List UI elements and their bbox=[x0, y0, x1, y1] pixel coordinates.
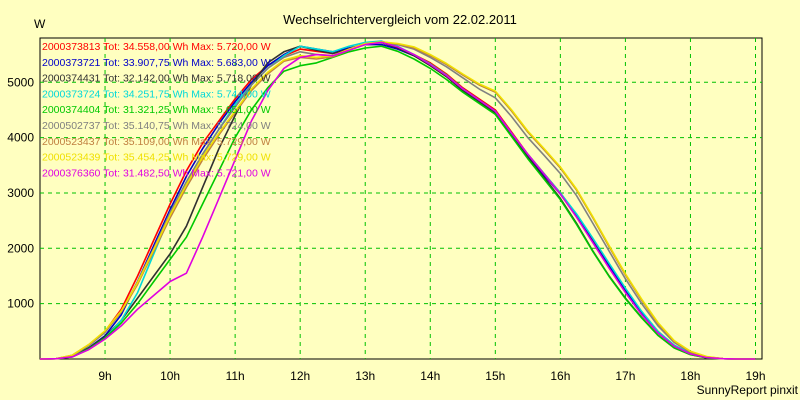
y-tick-label: 1000 bbox=[7, 297, 34, 311]
legend-entry: 2000374404 Tot: 31.321,25 Wh Max: 5.651,… bbox=[42, 104, 271, 116]
legend-entry: 2000374431 Tot: 32.142,00 Wh Max: 5.718,… bbox=[42, 73, 271, 85]
x-tick-label: 15h bbox=[485, 369, 505, 383]
legend-entry: 2000373724 Tot: 34.251,75 Wh Max: 5.744,… bbox=[42, 88, 271, 100]
legend-entry: 2000373721 Tot: 33.907,75 Wh Max: 5.683,… bbox=[42, 57, 271, 69]
series-lines bbox=[39, 40, 756, 360]
x-tick-label: 10h bbox=[160, 369, 180, 383]
legend: 2000373813 Tot: 34.558,00 Wh Max: 5.720,… bbox=[42, 41, 271, 179]
y-axis-label: W bbox=[34, 17, 46, 31]
x-tick-label: 14h bbox=[420, 369, 440, 383]
series-line-2000523439 bbox=[39, 41, 756, 360]
y-tick-label: 2000 bbox=[7, 241, 34, 255]
x-tick-label: 19h bbox=[745, 369, 765, 383]
legend-entry: 2000523437 Tot: 35.109,00 Wh Max: 5.729,… bbox=[42, 136, 271, 148]
series-line-2000373721 bbox=[39, 43, 756, 360]
legend-entry: 2000523439 Tot: 35.454,25 Wh Max: 5.729,… bbox=[42, 152, 271, 164]
series-line-2000376360 bbox=[39, 41, 756, 360]
chart-title: Wechselrichtervergleich vom 22.02.2011 bbox=[283, 12, 517, 27]
x-tick-label: 17h bbox=[615, 369, 635, 383]
plot-area bbox=[39, 37, 763, 360]
legend-entry: 2000373813 Tot: 34.558,00 Wh Max: 5.720,… bbox=[42, 41, 271, 53]
y-tick-label: 4000 bbox=[7, 131, 34, 145]
x-tick-label: 9h bbox=[98, 369, 111, 383]
x-tick-label: 11h bbox=[226, 369, 245, 383]
x-tick-label: 18h bbox=[680, 369, 700, 383]
y-tick-label: 5000 bbox=[7, 75, 34, 89]
x-tick-label: 12h bbox=[290, 369, 310, 383]
x-tick-label: 16h bbox=[550, 369, 570, 383]
legend-entry: 2000376360 Tot: 31.482,50 Wh Max: 5.721,… bbox=[42, 167, 271, 179]
footer-credit: SunnyReport pinxit bbox=[697, 383, 799, 397]
y-tick-label: 3000 bbox=[7, 186, 34, 200]
tick-labels: 9h 10h 11h 12h 13h 14h 15h 16h 17h 18h 19h 1000 2000… bbox=[7, 75, 765, 383]
series-line-2000374404 bbox=[39, 45, 756, 360]
grid bbox=[40, 38, 762, 359]
x-tick-label: 13h bbox=[355, 369, 375, 383]
legend-entry: 2000502737 Tot: 35.140,75 Wh Max: 5.724,… bbox=[42, 120, 271, 132]
